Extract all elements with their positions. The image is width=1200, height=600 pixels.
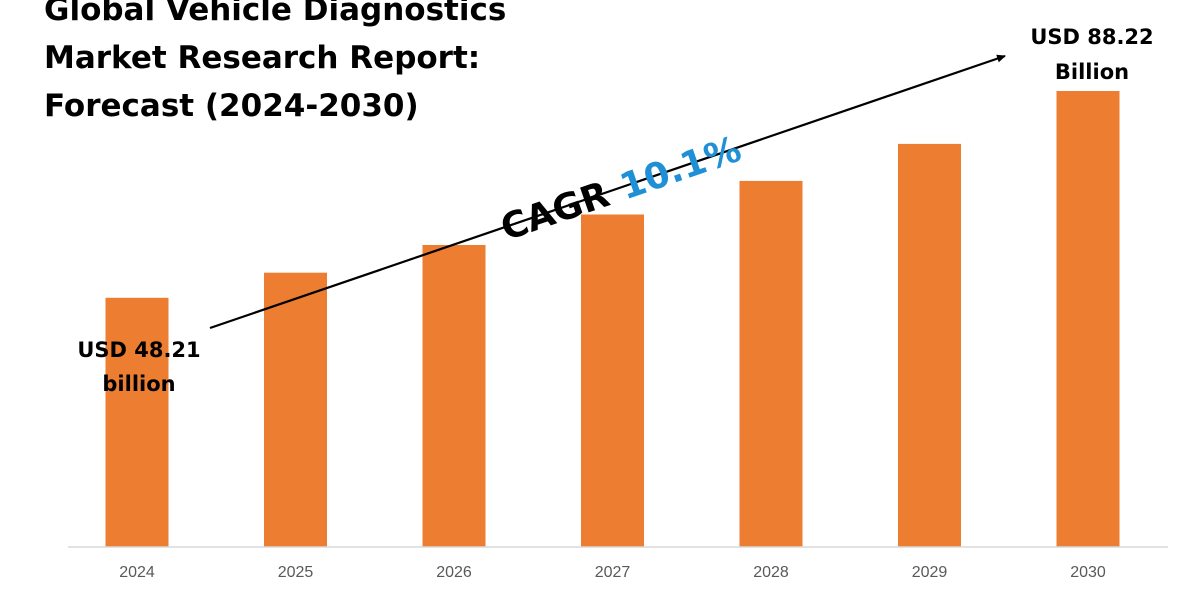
x-tick-label-2024: 2024 <box>119 564 155 581</box>
x-tick-label-2027: 2027 <box>595 564 631 581</box>
chart-title-line-1: Global Vehicle Diagnostics <box>44 0 506 28</box>
bar-2027 <box>581 214 644 547</box>
start-value-label-line-2: billion <box>102 372 175 396</box>
cagr-value: 10.1% <box>615 129 746 208</box>
x-tick-label-2026: 2026 <box>436 564 472 581</box>
bar-2024 <box>105 297 169 547</box>
x-tick-label-2025: 2025 <box>278 564 314 581</box>
growth-arrow <box>209 54 1006 330</box>
x-tick-label-2030: 2030 <box>1070 564 1106 581</box>
bar-2025 <box>264 272 327 547</box>
start-value-label-line-1: USD 48.21 <box>77 338 200 362</box>
bar-2026 <box>422 245 486 547</box>
end-value-label-line-2: Billion <box>1055 60 1129 84</box>
end-value-label-line-1: USD 88.22 <box>1030 25 1153 49</box>
x-tick-label-2028: 2028 <box>753 564 789 581</box>
x-axis-tick-labels: 2024 2025 2026 2027 2028 2029 2030 <box>119 564 1106 581</box>
bar-2030 <box>1056 91 1120 547</box>
bar-series <box>105 91 1120 547</box>
bar-2028 <box>739 180 803 547</box>
x-tick-label-2029: 2029 <box>912 564 948 581</box>
chart-title-line-2: Market Research Report: <box>44 40 480 76</box>
bar-2029 <box>898 143 961 547</box>
chart-title-line-3: Forecast (2024-2030) <box>44 88 419 124</box>
